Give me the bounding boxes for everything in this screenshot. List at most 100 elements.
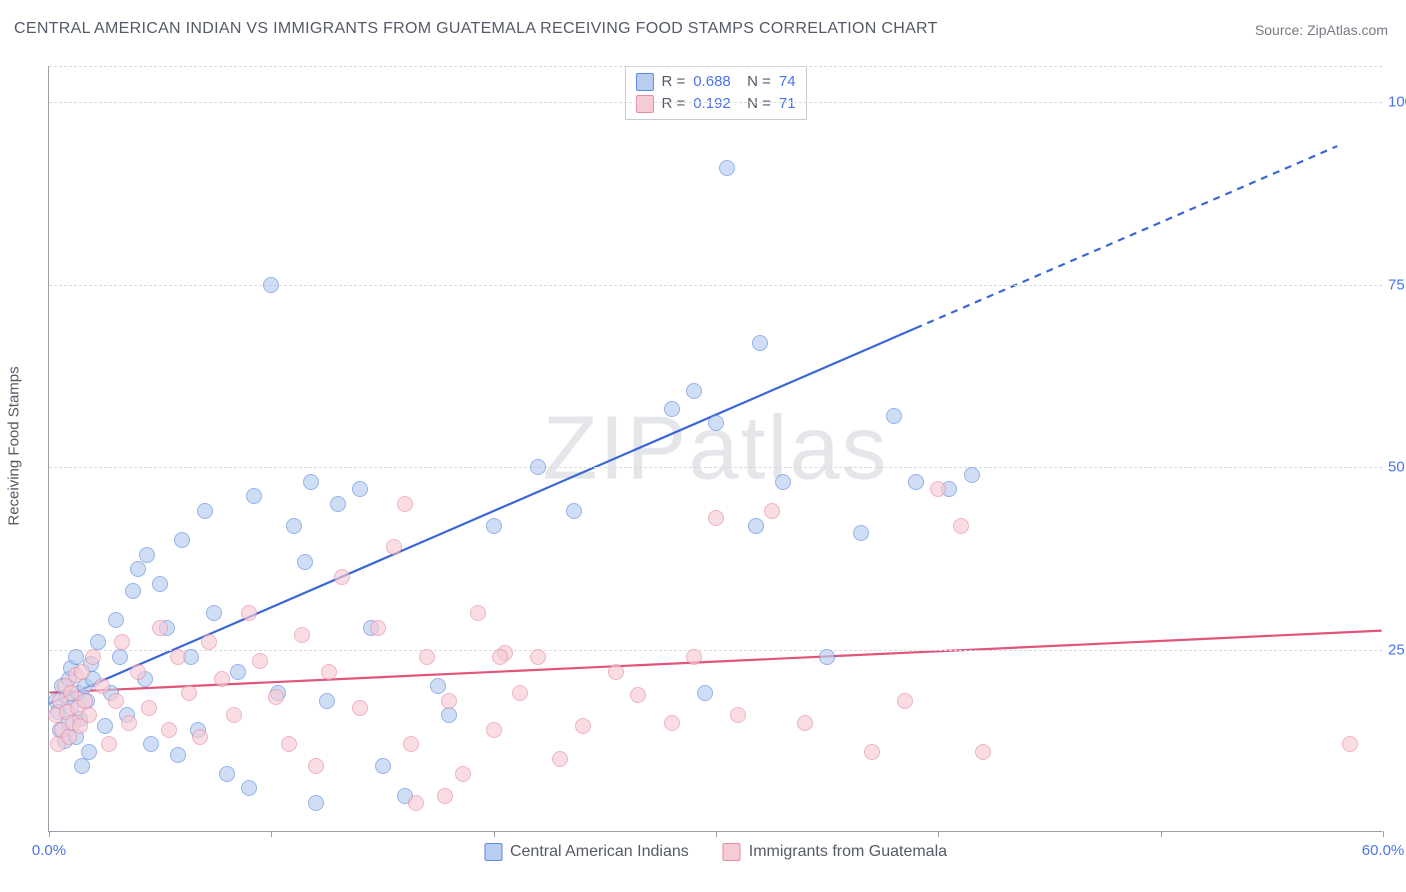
data-point bbox=[930, 481, 946, 497]
data-point bbox=[97, 718, 113, 734]
r-value-pink: 0.192 bbox=[693, 93, 731, 115]
data-point bbox=[419, 649, 435, 665]
swatch-pink-icon bbox=[723, 843, 741, 861]
data-point bbox=[686, 383, 702, 399]
data-point bbox=[201, 634, 217, 650]
data-point bbox=[486, 722, 502, 738]
gridline bbox=[49, 102, 1382, 103]
legend-item-blue: Central American Indians bbox=[484, 843, 689, 861]
legend-row-pink: R = 0.192 N = 71 bbox=[635, 93, 795, 115]
data-point bbox=[174, 532, 190, 548]
data-point bbox=[797, 715, 813, 731]
series-legend: Central American Indians Immigrants from… bbox=[484, 843, 947, 861]
data-point bbox=[455, 766, 471, 782]
data-point bbox=[908, 474, 924, 490]
n-value-pink: 71 bbox=[779, 93, 796, 115]
data-point bbox=[121, 715, 137, 731]
data-point bbox=[252, 653, 268, 669]
data-point bbox=[114, 634, 130, 650]
trend-lines bbox=[49, 66, 1382, 831]
correlation-legend: R = 0.688 N = 74 R = 0.192 N = 71 bbox=[624, 66, 806, 120]
data-point bbox=[752, 335, 768, 351]
data-point bbox=[437, 788, 453, 804]
data-point bbox=[74, 758, 90, 774]
data-point bbox=[197, 503, 213, 519]
data-point bbox=[530, 649, 546, 665]
data-point bbox=[408, 795, 424, 811]
legend-label-pink: Immigrants from Guatemala bbox=[749, 843, 947, 861]
data-point bbox=[403, 736, 419, 752]
data-point bbox=[308, 758, 324, 774]
data-point bbox=[708, 415, 724, 431]
data-point bbox=[170, 747, 186, 763]
data-point bbox=[319, 693, 335, 709]
plot-area: ZIPatlas R = 0.688 N = 74 R = 0.192 N = … bbox=[48, 66, 1382, 832]
data-point bbox=[897, 693, 913, 709]
x-tick bbox=[938, 831, 939, 837]
data-point bbox=[975, 744, 991, 760]
data-point bbox=[730, 707, 746, 723]
data-point bbox=[68, 649, 84, 665]
data-point bbox=[77, 693, 93, 709]
data-point bbox=[139, 547, 155, 563]
data-point bbox=[246, 488, 262, 504]
data-point bbox=[530, 459, 546, 475]
data-point bbox=[214, 671, 230, 687]
n-label: N = bbox=[739, 71, 771, 93]
data-point bbox=[775, 474, 791, 490]
data-point bbox=[143, 736, 159, 752]
data-point bbox=[630, 687, 646, 703]
data-point bbox=[697, 685, 713, 701]
y-tick-label: 50.0% bbox=[1382, 459, 1406, 476]
x-tick bbox=[1161, 831, 1162, 837]
data-point bbox=[352, 481, 368, 497]
data-point bbox=[112, 649, 128, 665]
data-point bbox=[686, 649, 702, 665]
data-point bbox=[308, 795, 324, 811]
data-point bbox=[130, 561, 146, 577]
data-point bbox=[1342, 736, 1358, 752]
data-point bbox=[94, 678, 110, 694]
swatch-blue-icon bbox=[635, 73, 653, 91]
data-point bbox=[512, 685, 528, 701]
data-point bbox=[125, 583, 141, 599]
data-point bbox=[664, 401, 680, 417]
data-point bbox=[864, 744, 880, 760]
data-point bbox=[192, 729, 208, 745]
r-label: R = bbox=[661, 93, 685, 115]
swatch-pink-icon bbox=[635, 95, 653, 113]
data-point bbox=[470, 605, 486, 621]
data-point bbox=[152, 576, 168, 592]
data-point bbox=[886, 408, 902, 424]
data-point bbox=[219, 766, 235, 782]
data-point bbox=[81, 707, 97, 723]
data-point bbox=[853, 525, 869, 541]
data-point bbox=[268, 689, 284, 705]
legend-label-blue: Central American Indians bbox=[510, 843, 689, 861]
data-point bbox=[226, 707, 242, 723]
x-tick bbox=[716, 831, 717, 837]
x-tick bbox=[271, 831, 272, 837]
data-point bbox=[430, 678, 446, 694]
gridline bbox=[49, 467, 1382, 468]
data-point bbox=[330, 496, 346, 512]
data-point bbox=[303, 474, 319, 490]
data-point bbox=[108, 612, 124, 628]
data-point bbox=[241, 605, 257, 621]
y-tick-label: 75.0% bbox=[1382, 276, 1406, 293]
data-point bbox=[170, 649, 186, 665]
data-point bbox=[370, 620, 386, 636]
data-point bbox=[141, 700, 157, 716]
n-value-blue: 74 bbox=[779, 71, 796, 93]
data-point bbox=[819, 649, 835, 665]
legend-row-blue: R = 0.688 N = 74 bbox=[635, 71, 795, 93]
data-point bbox=[964, 467, 980, 483]
data-point bbox=[566, 503, 582, 519]
data-point bbox=[85, 649, 101, 665]
data-point bbox=[241, 780, 257, 796]
data-point bbox=[263, 277, 279, 293]
source-attribution: Source: ZipAtlas.com bbox=[1255, 22, 1388, 38]
gridline bbox=[49, 285, 1382, 286]
data-point bbox=[492, 649, 508, 665]
data-point bbox=[286, 518, 302, 534]
